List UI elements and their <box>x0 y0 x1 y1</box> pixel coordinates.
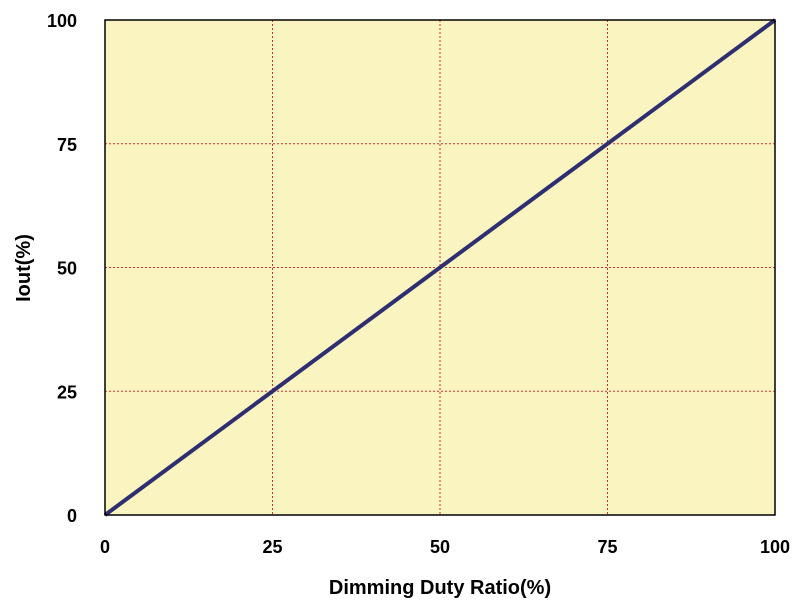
y-tick-label: 25 <box>57 382 77 402</box>
tick-labels: 0 25 50 75 100 0 25 50 75 100 <box>47 11 790 557</box>
series-layer <box>103 18 777 517</box>
x-tick-label: 50 <box>430 537 450 557</box>
x-axis-label: Dimming Duty Ratio(%) <box>329 577 551 599</box>
series-line <box>103 18 777 517</box>
x-tick-label: 100 <box>760 537 790 557</box>
x-tick-label: 25 <box>262 537 282 557</box>
y-tick-label: 100 <box>47 11 77 31</box>
plot-frame <box>104 19 776 516</box>
x-tick-label: 0 <box>100 537 110 557</box>
grid <box>105 20 775 515</box>
y-tick-label: 0 <box>67 506 77 526</box>
x-tick-label: 75 <box>597 537 617 557</box>
y-tick-label: 50 <box>57 259 77 279</box>
y-axis-label: Iout(%) <box>13 234 35 302</box>
y-tick-label: 75 <box>57 135 77 155</box>
